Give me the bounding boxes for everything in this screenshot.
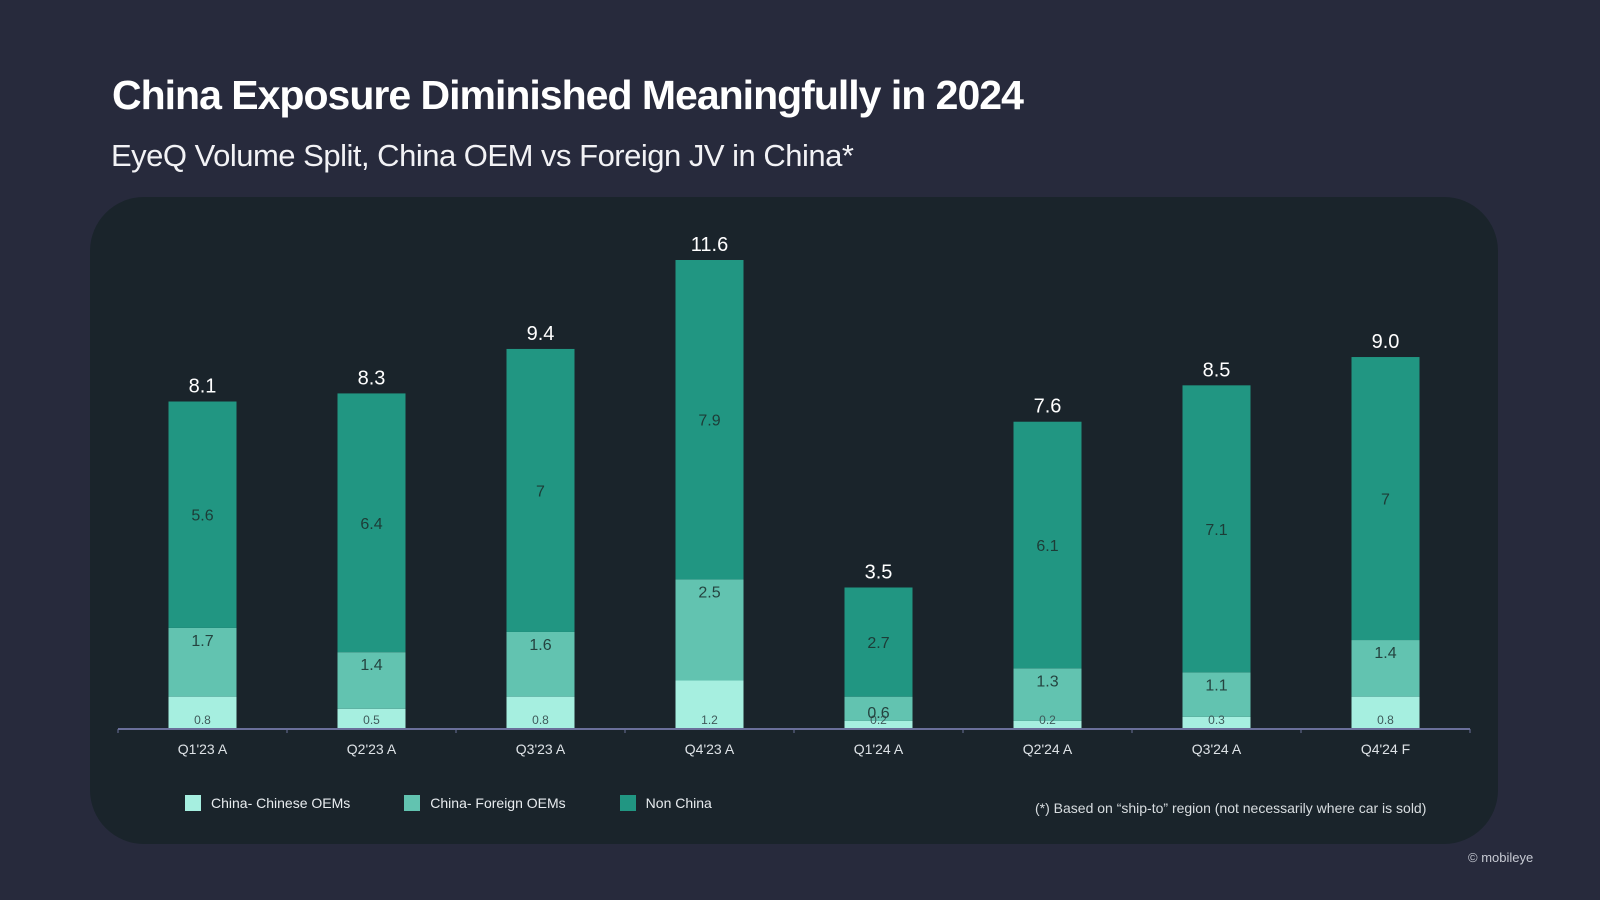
legend-swatch-china-chinese-oems xyxy=(185,795,201,811)
segment-label-china-chinese-oems: 0.2 xyxy=(1039,713,1056,727)
legend-item-non-china: Non China xyxy=(619,795,712,811)
footnote: (*) Based on “ship-to” region (not neces… xyxy=(1035,800,1427,816)
legend-item-china-foreign-oems: China- Foreign OEMs xyxy=(404,795,566,811)
total-label: 3.5 xyxy=(865,561,893,583)
total-label: 11.6 xyxy=(691,234,728,256)
segment-label-non-china: 7 xyxy=(1381,492,1390,509)
bar-segment-non-china xyxy=(1351,357,1420,641)
bar-segment-non-china xyxy=(1182,385,1251,673)
segment-label-non-china: 5.6 xyxy=(191,508,213,525)
bar-segment-non-china xyxy=(1013,421,1082,669)
total-label: 8.1 xyxy=(189,376,217,398)
legend: China- Chinese OEMs China- Foreign OEMs … xyxy=(185,795,766,811)
bar-segment-china-foreign-oems xyxy=(337,652,406,709)
bar-segment-china-chinese-oems xyxy=(1182,716,1251,729)
bar-segment-china-foreign-oems xyxy=(1182,672,1251,717)
segment-label-china-foreign-oems: 1.6 xyxy=(529,637,551,654)
segment-label-china-foreign-oems: 1.1 xyxy=(1205,677,1227,694)
segment-label-china-foreign-oems: 1.7 xyxy=(191,633,213,650)
bar-segment-non-china xyxy=(675,260,744,580)
segment-label-china-foreign-oems: 1.3 xyxy=(1036,673,1058,690)
segment-label-non-china: 7.1 xyxy=(1205,522,1227,539)
x-tick-label: Q2'23 A xyxy=(347,741,397,757)
total-label: 9.4 xyxy=(527,323,555,345)
bar-segment-china-chinese-oems xyxy=(168,696,237,729)
segment-label-china-foreign-oems: 1.4 xyxy=(360,657,382,674)
total-label: 8.3 xyxy=(358,367,386,389)
bar-segment-china-foreign-oems xyxy=(1351,640,1420,697)
total-label: 7.6 xyxy=(1034,396,1062,418)
segment-label-non-china: 7.9 xyxy=(698,413,720,430)
total-label: 8.5 xyxy=(1203,359,1231,381)
slide-subtitle: EyeQ Volume Split, China OEM vs Foreign … xyxy=(111,138,854,173)
segment-label-non-china: 7 xyxy=(536,483,545,500)
segment-label-china-foreign-oems: 1.4 xyxy=(1374,645,1396,662)
bar-segment-china-foreign-oems xyxy=(168,627,237,697)
bar-segment-non-china xyxy=(337,393,406,653)
bar-segment-china-chinese-oems xyxy=(1351,696,1420,729)
total-label: 9.0 xyxy=(1372,331,1400,353)
bar-segment-china-foreign-oems xyxy=(1013,668,1082,721)
legend-label: China- Foreign OEMs xyxy=(430,795,566,811)
bar-segment-non-china xyxy=(844,587,913,697)
bar-segment-china-chinese-oems xyxy=(844,720,913,729)
copyright: © mobileye xyxy=(1468,850,1534,865)
segment-label-china-chinese-oems: 0.8 xyxy=(1377,713,1394,727)
bar-segment-china-chinese-oems xyxy=(1013,720,1082,729)
segment-label-china-foreign-oems: 0.6 xyxy=(867,705,889,722)
legend-label: Non China xyxy=(645,795,712,811)
legend-item-china-chinese-oems: China- Chinese OEMs xyxy=(185,795,350,811)
chart-panel xyxy=(90,197,1498,844)
segment-label-china-chinese-oems: 0.8 xyxy=(194,713,211,727)
segment-label-china-chinese-oems: 0.8 xyxy=(532,713,549,727)
x-tick-label: Q4'23 A xyxy=(685,741,735,757)
bar-segment-china-chinese-oems xyxy=(675,680,744,729)
bar-segment-non-china xyxy=(506,348,575,632)
x-tick-label: Q2'24 A xyxy=(1023,741,1073,757)
bar-segment-non-china xyxy=(168,401,237,628)
legend-swatch-china-foreign-oems xyxy=(404,795,421,811)
bar-segment-china-foreign-oems xyxy=(506,631,575,697)
bars-layer xyxy=(168,260,1420,729)
segment-label-china-foreign-oems: 2.5 xyxy=(698,584,720,601)
x-tick-label: Q3'24 A xyxy=(1192,741,1242,757)
segment-label-china-chinese-oems: 1.2 xyxy=(701,713,718,727)
x-axis xyxy=(117,728,1471,733)
x-tick-label: Q3'23 A xyxy=(516,741,566,757)
legend-swatch-non-china xyxy=(619,795,636,811)
slide-title: China Exposure Diminished Meaningfully i… xyxy=(112,72,1024,118)
x-tick-label: Q1'24 A xyxy=(854,741,904,757)
bar-segment-china-chinese-oems xyxy=(506,696,575,729)
segment-label-non-china: 6.1 xyxy=(1036,538,1058,555)
segment-label-china-chinese-oems: 0.3 xyxy=(1208,713,1225,727)
segment-label-non-china: 2.7 xyxy=(867,635,889,652)
x-tick-label: Q1'23 A xyxy=(178,741,228,757)
bar-segment-china-foreign-oems xyxy=(844,696,913,721)
labels-layer: 0.8 1.7 5.6 8.1 Q1'23 A 0.5 1.4 6.4 8.3 Q2'23 A 0.… xyxy=(178,234,1410,757)
segment-label-china-chinese-oems: 0.2 xyxy=(870,713,887,727)
segment-label-non-china: 6.4 xyxy=(360,516,382,533)
legend-label: China- Chinese OEMs xyxy=(211,795,351,811)
segment-label-china-chinese-oems: 0.5 xyxy=(363,713,380,727)
bar-segment-china-foreign-oems xyxy=(675,579,744,681)
bar-segment-china-chinese-oems xyxy=(337,708,406,729)
x-tick-label: Q4'24 F xyxy=(1361,741,1410,757)
